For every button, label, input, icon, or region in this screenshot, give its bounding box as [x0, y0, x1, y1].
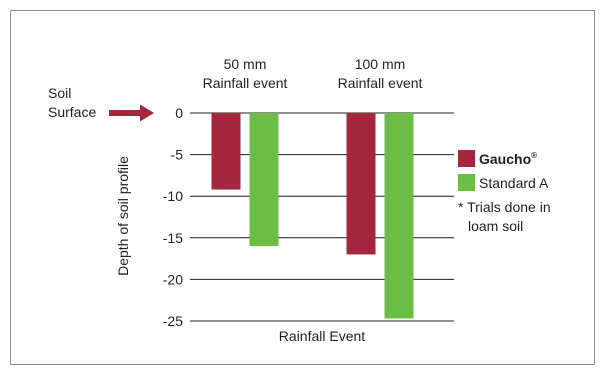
bar-standard-a — [384, 113, 414, 319]
legend: Gaucho® Standard A — [458, 150, 549, 191]
y-tick-labels: 0 -5 -10 -15 -20 -25 — [163, 105, 183, 329]
y-axis-title: Depth of soil profile — [115, 156, 131, 276]
soil-surface-arrow-icon — [109, 104, 154, 122]
bar-gaucho — [346, 113, 376, 255]
legend-label: Standard A — [479, 175, 549, 191]
y-tick-label: -5 — [171, 147, 184, 163]
chart-frame — [10, 10, 595, 365]
category-label: 50 mm — [224, 56, 267, 72]
y-tick-label: -25 — [163, 313, 183, 329]
y-tick-label: -20 — [163, 271, 183, 287]
legend-swatch — [458, 174, 475, 191]
legend-superscript: ® — [531, 151, 537, 160]
soil-surface-label-line1: Soil — [48, 85, 71, 101]
bar-gaucho — [211, 113, 241, 190]
footnote-line1: * Trials done in — [458, 199, 551, 215]
bars — [211, 113, 414, 319]
category-label: Rainfall event — [203, 75, 288, 91]
y-tick-label: -10 — [163, 188, 183, 204]
soil-surface-label-line2: Surface — [48, 104, 96, 120]
bar-standard-a — [249, 113, 279, 247]
x-axis-title: Rainfall Event — [279, 328, 365, 344]
category-label: 100 mm — [355, 56, 406, 72]
category-labels: 50 mm Rainfall event 100 mm Rainfall event — [203, 56, 423, 91]
legend-label: Gaucho® — [479, 151, 537, 167]
legend-swatch — [458, 150, 475, 167]
y-tick-label: -15 — [163, 230, 183, 246]
y-tick-label: 0 — [175, 105, 183, 121]
category-label: Rainfall event — [338, 75, 423, 91]
footnote-line2: loam soil — [468, 218, 523, 234]
